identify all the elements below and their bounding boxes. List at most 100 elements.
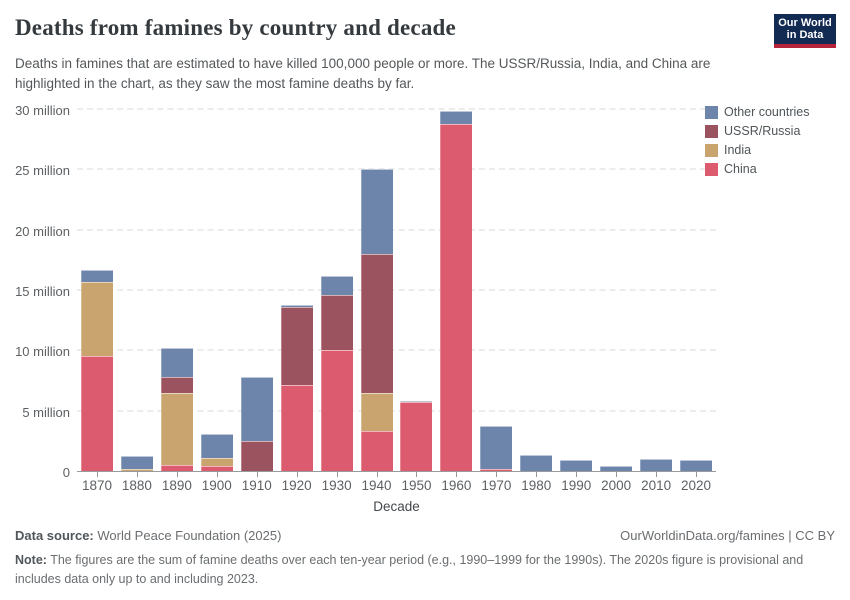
- bar-segment-1960-china[interactable]: [440, 123, 473, 471]
- owid-logo-line2: in Data: [786, 29, 824, 41]
- bar-segment-1990-other-countries[interactable]: [560, 459, 593, 471]
- bar-segment-1960-other-countries[interactable]: [440, 111, 473, 124]
- bar-1960: [440, 111, 473, 471]
- bar-segment-1890-other-countries[interactable]: [160, 347, 193, 377]
- footer-note: Note: The figures are the sum of famine …: [15, 551, 833, 589]
- legend-item-ussr-russia[interactable]: USSR/Russia: [705, 124, 809, 138]
- data-source-label: Data source:: [15, 528, 94, 543]
- bar-1990: [560, 459, 593, 471]
- x-tick-mark-2020: [696, 472, 698, 477]
- bar-segment-1910-other-countries[interactable]: [240, 376, 273, 441]
- bar-2010: [640, 458, 673, 471]
- bar-segment-1890-india[interactable]: [160, 392, 193, 465]
- bar-segment-1930-ussr-russia[interactable]: [320, 294, 353, 351]
- bar-1900: [200, 433, 233, 471]
- x-tick-mark-1970: [496, 472, 498, 477]
- bar-segment-1930-other-countries[interactable]: [320, 276, 353, 295]
- x-tick-mark-1940: [376, 472, 378, 477]
- x-tick-label-1870: 1870: [81, 478, 112, 493]
- bar-segment-1880-other-countries[interactable]: [120, 455, 153, 470]
- x-tick-label-1940: 1940: [361, 478, 392, 493]
- x-tick-mark-2010: [656, 472, 658, 477]
- bar-segment-1870-india[interactable]: [80, 281, 113, 357]
- x-tick-label-1920: 1920: [281, 478, 312, 493]
- y-tick-label-10-million: 10 million: [15, 344, 70, 360]
- x-tick-label-2010: 2010: [641, 478, 672, 493]
- bar-segment-1870-other-countries[interactable]: [80, 269, 113, 282]
- x-tick-mark-1960: [456, 472, 458, 477]
- x-tick-mark-1900: [216, 472, 218, 477]
- x-tick-label-2020: 2020: [681, 478, 712, 493]
- legend-swatch-china: [705, 162, 718, 176]
- y-tick-label-0: 0: [62, 465, 70, 480]
- bar-2000: [600, 465, 633, 471]
- bar-segment-1870-china[interactable]: [80, 356, 113, 471]
- data-source-value: World Peace Foundation (2025): [93, 528, 282, 543]
- x-tick-label-2000: 2000: [601, 478, 632, 493]
- bar-segment-1920-china[interactable]: [280, 385, 313, 471]
- x-tick-label-1970: 1970: [481, 478, 512, 493]
- legend-label-china: China: [724, 162, 757, 176]
- y-axis-labels: 0 5 million 10 million 15 million 20 million…: [0, 103, 70, 480]
- x-tick-mark-1870: [96, 472, 98, 477]
- bar-segment-1980-other-countries[interactable]: [520, 455, 553, 471]
- legend-swatch-india: [705, 143, 718, 157]
- page-title: Deaths from famines by country and decad…: [15, 15, 456, 40]
- bar-segment-1950-china[interactable]: [400, 402, 433, 471]
- x-tick-label-1950: 1950: [401, 478, 432, 493]
- gridline-10-million: [77, 349, 716, 352]
- bar-segment-1950-other-countries[interactable]: [400, 401, 433, 403]
- bar-segment-1900-india[interactable]: [200, 458, 233, 467]
- y-tick-label-15-million: 15 million: [15, 284, 70, 299]
- footer-source-line: OurWorldinData.org/famines | CC BY Data …: [15, 528, 835, 543]
- x-tick-mark-1950: [416, 472, 418, 477]
- x-tick-mark-1990: [576, 472, 578, 477]
- bar-segment-1900-china[interactable]: [200, 466, 233, 471]
- x-tick-label-1890: 1890: [161, 478, 192, 493]
- chart-legend: Other countries USSR/Russia India China: [705, 105, 809, 181]
- bar-segment-1890-china[interactable]: [160, 465, 193, 471]
- x-tick-mark-1890: [176, 472, 178, 477]
- legend-label-india: India: [724, 143, 752, 157]
- bar-segment-1920-ussr-russia[interactable]: [280, 306, 313, 386]
- bar-segment-1970-other-countries[interactable]: [480, 426, 513, 469]
- bar-segment-1970-china[interactable]: [480, 468, 513, 471]
- footer-rights-link[interactable]: OurWorldinData.org/famines | CC BY: [620, 528, 835, 543]
- y-tick-label-5-million: 5 million: [22, 404, 70, 420]
- chart-subtitle: Deaths in famines that are estimated to …: [15, 56, 711, 91]
- bar-segment-1940-china[interactable]: [360, 431, 393, 471]
- bar-1880: [120, 455, 153, 471]
- x-tick-mark-2000: [616, 472, 618, 477]
- legend-item-other-countries[interactable]: Other countries: [705, 105, 809, 119]
- bar-segment-1940-other-countries[interactable]: [360, 169, 393, 254]
- bar-segment-1910-ussr-russia[interactable]: [240, 440, 273, 471]
- bar-segment-1940-india[interactable]: [360, 392, 393, 432]
- bar-1910: [240, 376, 273, 471]
- gridline-30-million: [77, 108, 716, 110]
- bar-1980: [520, 455, 553, 471]
- bar-segment-2000-other-countries[interactable]: [600, 465, 633, 471]
- bar-1970: [480, 426, 513, 471]
- bar-segment-1890-ussr-russia[interactable]: [160, 376, 193, 393]
- bar-segment-1880-india[interactable]: [120, 469, 153, 471]
- legend-item-india[interactable]: India: [705, 143, 809, 157]
- x-tick-label-1960: 1960: [441, 478, 472, 493]
- bar-segment-2010-other-countries[interactable]: [640, 458, 673, 471]
- bar-segment-2020-other-countries[interactable]: [680, 460, 713, 471]
- legend-item-china[interactable]: China: [705, 162, 809, 176]
- y-tick-label-30-million: 30 million: [15, 103, 70, 118]
- bar-segment-1940-ussr-russia[interactable]: [360, 253, 393, 393]
- legend-label-ussr-russia: USSR/Russia: [724, 124, 801, 138]
- x-tick-label-1990: 1990: [561, 478, 592, 493]
- gridline-5-million: [77, 409, 716, 412]
- bar-segment-1930-china[interactable]: [320, 350, 353, 471]
- x-tick-mark-1930: [336, 472, 338, 477]
- y-tick-label-20-million: 20 million: [15, 223, 70, 239]
- gridline-15-million: [77, 289, 716, 291]
- y-tick-label-25-million: 25 million: [15, 163, 70, 179]
- bar-segment-1920-other-countries[interactable]: [280, 305, 313, 307]
- bar-segment-1900-other-countries[interactable]: [200, 433, 233, 459]
- note-label: Note:: [15, 553, 47, 567]
